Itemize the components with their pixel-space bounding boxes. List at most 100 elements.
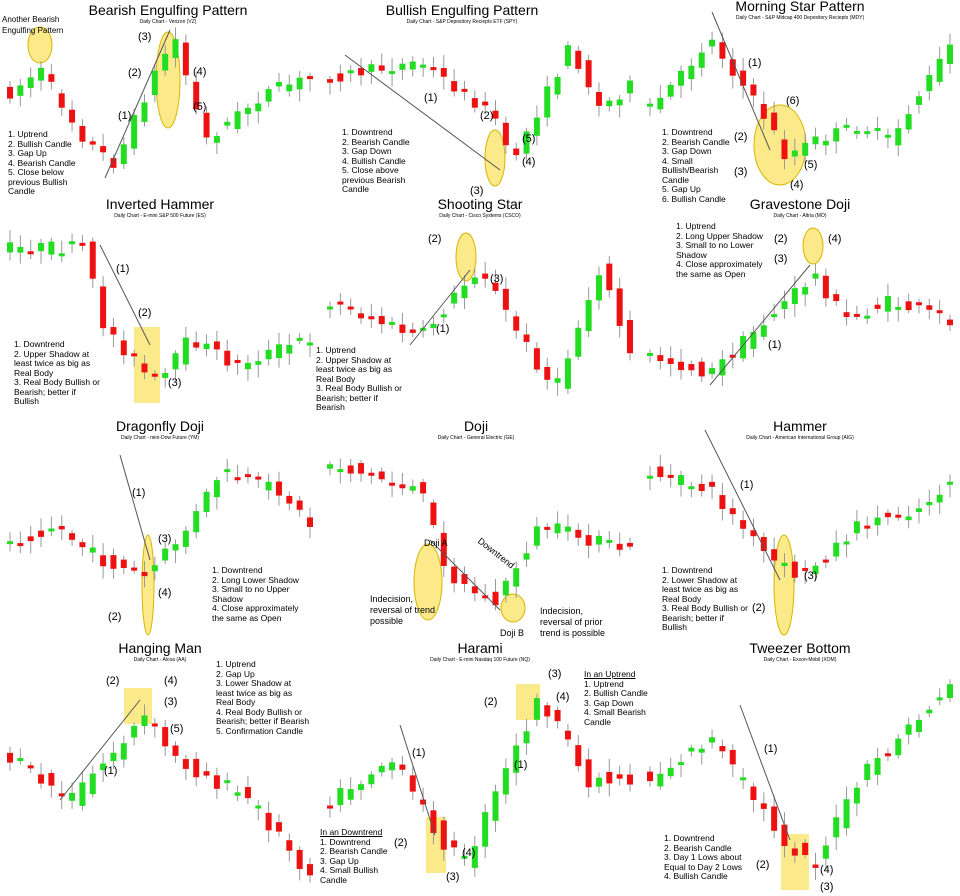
candle bbox=[802, 287, 809, 295]
note-item: 3. Gap Up bbox=[8, 148, 47, 158]
label: (3) bbox=[804, 570, 818, 582]
candle bbox=[255, 476, 262, 480]
candle bbox=[409, 61, 416, 70]
candle bbox=[853, 521, 860, 534]
label: (1) bbox=[118, 110, 132, 122]
candle bbox=[729, 508, 736, 515]
candle bbox=[471, 586, 478, 594]
candle bbox=[575, 529, 582, 538]
candle bbox=[606, 539, 613, 543]
candle bbox=[378, 65, 385, 71]
candle bbox=[131, 353, 138, 357]
candle bbox=[430, 810, 437, 833]
candle bbox=[471, 277, 478, 285]
note-item: 3. Day 1 Lows about Equal to Day 2 Lows bbox=[664, 852, 742, 872]
candle bbox=[451, 292, 458, 304]
candle bbox=[627, 80, 633, 94]
candle bbox=[791, 561, 798, 578]
candle bbox=[740, 336, 747, 359]
candle bbox=[667, 84, 674, 97]
candle bbox=[213, 341, 220, 350]
note-item: 5. Confirmation Candle bbox=[216, 725, 303, 736]
candle bbox=[698, 748, 705, 753]
highlight bbox=[124, 688, 152, 724]
candle bbox=[224, 780, 231, 784]
candle bbox=[368, 316, 375, 320]
candle bbox=[781, 562, 788, 566]
label: (2) bbox=[428, 233, 442, 245]
candle bbox=[172, 39, 179, 59]
notes: 1. Downtrend 2. Bearish Candle 3. Gap Down… bbox=[662, 127, 742, 204]
candle bbox=[100, 286, 107, 329]
candle bbox=[307, 864, 313, 876]
candle bbox=[409, 486, 416, 491]
note-item: 2. Bearish Candle bbox=[662, 136, 730, 147]
candle bbox=[492, 282, 499, 291]
candle bbox=[368, 472, 375, 476]
candle bbox=[234, 792, 241, 796]
panel-title: Tweezer Bottom bbox=[749, 640, 851, 656]
note-item: 6. Bullish Candle bbox=[662, 193, 726, 204]
candle bbox=[926, 74, 933, 92]
label: (1) bbox=[514, 759, 528, 771]
candle bbox=[451, 81, 458, 92]
label: (1) bbox=[104, 765, 118, 777]
candle bbox=[564, 45, 571, 66]
candle bbox=[327, 464, 333, 469]
candle bbox=[884, 753, 891, 757]
candle bbox=[378, 471, 385, 480]
candle bbox=[595, 535, 602, 545]
candle bbox=[193, 81, 200, 110]
candle bbox=[337, 788, 344, 806]
label: (4) bbox=[462, 847, 476, 859]
candle bbox=[554, 378, 561, 383]
candle bbox=[760, 803, 767, 809]
candle bbox=[688, 65, 695, 80]
candle bbox=[296, 77, 303, 90]
candle bbox=[193, 342, 200, 348]
candle bbox=[151, 373, 158, 377]
candle bbox=[307, 76, 313, 80]
candle bbox=[162, 548, 169, 561]
candle bbox=[69, 792, 76, 801]
candle bbox=[327, 306, 333, 310]
candle bbox=[523, 553, 530, 560]
label: Indecision, reversal of prior trend is p… bbox=[540, 606, 606, 638]
candle bbox=[802, 567, 809, 571]
candle bbox=[936, 310, 943, 314]
candle bbox=[79, 242, 86, 246]
candle bbox=[265, 349, 272, 360]
panel-subtitle: Daily Chart - E-mini S&P 500 Future (ES) bbox=[114, 213, 206, 219]
candle bbox=[853, 313, 860, 317]
candle bbox=[141, 363, 148, 373]
candle bbox=[482, 595, 489, 599]
note-item: 4. Close approximately the same as Open bbox=[676, 259, 763, 279]
candle bbox=[647, 103, 653, 107]
note-item: 1. Downtrend bbox=[342, 127, 393, 137]
candle bbox=[17, 246, 24, 253]
candle bbox=[688, 364, 695, 371]
candle bbox=[833, 294, 840, 302]
candle bbox=[358, 463, 365, 474]
candle bbox=[38, 530, 45, 537]
panel-subtitle: Daily Chart - mini-Dow Future (YM) bbox=[120, 435, 200, 441]
candle bbox=[647, 475, 653, 479]
candle bbox=[564, 526, 571, 532]
candle bbox=[265, 481, 272, 491]
candle bbox=[812, 273, 819, 279]
label: (6) bbox=[786, 95, 800, 107]
note-item: 2. Bullish Candle bbox=[8, 138, 72, 149]
panel-title: Shooting Star bbox=[437, 196, 523, 212]
candle bbox=[667, 474, 674, 478]
candle bbox=[451, 840, 458, 848]
candle bbox=[915, 508, 922, 512]
candle bbox=[884, 134, 891, 138]
candle bbox=[296, 500, 303, 510]
candle bbox=[523, 731, 530, 744]
candle bbox=[120, 559, 127, 569]
candle bbox=[667, 767, 674, 777]
candle bbox=[729, 749, 736, 765]
candle bbox=[616, 543, 623, 550]
candle bbox=[265, 89, 272, 102]
candle bbox=[182, 759, 189, 769]
